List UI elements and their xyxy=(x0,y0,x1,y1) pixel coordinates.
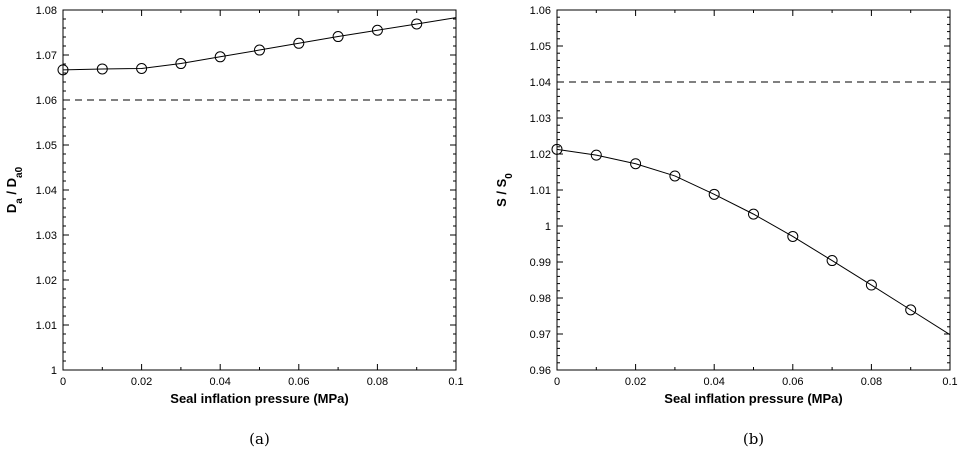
x-tick-label: 0.1 xyxy=(942,376,957,388)
series-line xyxy=(62,17,457,71)
series-line xyxy=(556,148,951,336)
plot-frame xyxy=(62,9,457,371)
data-point-marker xyxy=(630,158,642,170)
data-point-marker xyxy=(787,230,799,242)
y-axis-title: S / S0 xyxy=(494,173,515,207)
y-tick-label: 0.99 xyxy=(530,257,551,269)
data-point-marker xyxy=(590,149,602,161)
y-tick-label: 1.02 xyxy=(36,275,57,287)
panel-caption: (a) xyxy=(249,430,270,448)
y-tick-label: 1.02 xyxy=(530,149,551,161)
y-axis-title-subscript: 0 xyxy=(504,173,515,179)
data-point-marker xyxy=(865,279,877,291)
data-point-marker xyxy=(175,58,187,70)
x-tick-label: 0.02 xyxy=(625,376,646,388)
y-axis-title-part: D xyxy=(4,178,19,187)
y-axis-title-part: / xyxy=(4,187,19,198)
y-tick-label: 0.96 xyxy=(530,365,551,377)
x-tick-label: 0.08 xyxy=(861,376,882,388)
x-tick-label: 0 xyxy=(554,376,560,388)
y-axis-title-part: S xyxy=(494,178,509,187)
x-tick-label: 0.06 xyxy=(288,376,309,388)
x-tick-label: 0.1 xyxy=(448,376,463,388)
y-tick-label: 0.97 xyxy=(530,329,551,341)
y-tick-label: 1.01 xyxy=(530,185,551,197)
data-point-marker xyxy=(411,18,423,30)
y-axis-title-part: D xyxy=(4,204,19,213)
y-axis-title-part: / xyxy=(494,187,509,198)
y-tick-label: 1.06 xyxy=(36,95,57,107)
y-tick-label: 1.05 xyxy=(530,41,551,53)
data-point-marker xyxy=(332,31,344,43)
data-point-marker xyxy=(214,51,226,63)
y-tick-label: 1.05 xyxy=(36,140,57,152)
y-axis-title: Da / Da0 xyxy=(4,166,25,213)
data-point-marker xyxy=(136,63,148,74)
y-tick-label: 1.04 xyxy=(36,185,57,197)
data-point-marker xyxy=(551,143,563,155)
data-point-marker xyxy=(254,44,265,56)
x-tick-label: 0.04 xyxy=(209,376,230,388)
y-tick-label: 1.08 xyxy=(36,5,57,17)
data-point-marker xyxy=(826,255,838,267)
x-axis-title: Seal inflation pressure (MPa) xyxy=(170,391,348,406)
y-tick-label: 1.04 xyxy=(530,77,551,89)
y-tick-label: 1.06 xyxy=(530,5,551,17)
y-tick-label: 1.07 xyxy=(36,50,57,62)
chart-panel-a: 0 0.02 0.04 0.06 0.08 0.1 1 1.01 1.02 1.03 1.04 1.0… xyxy=(4,5,464,448)
y-tick-label: 1.03 xyxy=(530,113,551,125)
panel-caption: (b) xyxy=(743,430,764,448)
y-tick-label: 1 xyxy=(51,365,57,377)
data-point-marker xyxy=(748,208,759,220)
data-point-marker xyxy=(708,188,720,200)
y-axis-title-subscript: a0 xyxy=(14,166,25,178)
x-tick-label: 0.08 xyxy=(367,376,388,388)
x-tick-label: 0.02 xyxy=(131,376,152,388)
y-axis-title-subscript: a xyxy=(14,198,25,204)
y-tick-label: 1.01 xyxy=(36,320,57,332)
data-point-marker xyxy=(371,24,383,36)
x-tick-label: 0 xyxy=(60,376,66,388)
y-tick-label: 1 xyxy=(545,221,551,233)
data-point-marker xyxy=(905,304,917,316)
chart-panel-b: 0 0.02 0.04 0.06 0.08 0.1 0.96 0.97 0.98 0.99 1 1.0… xyxy=(494,5,958,448)
data-point-marker xyxy=(96,63,108,75)
x-tick-label: 0.06 xyxy=(782,376,803,388)
data-point-marker xyxy=(669,170,681,182)
x-axis-title: Seal inflation pressure (MPa) xyxy=(664,391,842,406)
data-point-marker xyxy=(57,64,69,76)
y-axis-title-part: S xyxy=(494,198,509,207)
y-tick-label: 0.98 xyxy=(530,293,551,305)
data-point-marker xyxy=(293,37,305,49)
y-tick-label: 1.03 xyxy=(36,230,57,242)
plot-frame xyxy=(556,9,951,371)
x-tick-label: 0.04 xyxy=(703,376,724,388)
